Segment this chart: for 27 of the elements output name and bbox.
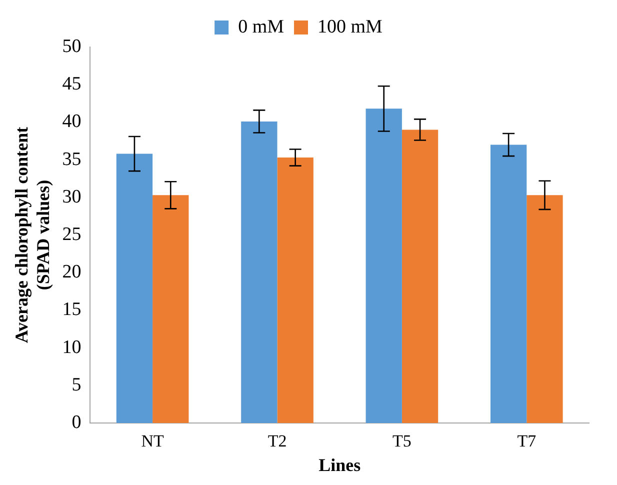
y-tick-label: 50: [62, 36, 82, 57]
x-tick-label: T7: [517, 432, 537, 451]
x-tick-label: T5: [392, 432, 412, 451]
y-tick-label: 35: [62, 148, 82, 170]
y-tick-label: 30: [62, 186, 82, 208]
legend-label: 100 mM: [318, 16, 383, 38]
x-axis-title: Lines: [318, 454, 361, 475]
bar: [490, 144, 527, 423]
bar: [402, 130, 438, 423]
x-tick-label: T2: [268, 432, 287, 451]
bar: [366, 108, 402, 423]
legend-label: 0 mM: [238, 16, 284, 38]
y-axis-title: Average chlorophyll content (SPAD values): [11, 126, 54, 344]
x-tick-label: NT: [141, 432, 164, 451]
y-tick-label: 0: [72, 412, 82, 433]
y-tick-label: 10: [62, 336, 82, 358]
y-tick-label: 15: [62, 299, 82, 320]
bar: [241, 121, 278, 423]
bar: [526, 195, 563, 423]
bar: [277, 158, 314, 423]
bar: [152, 195, 189, 423]
y-tick-label: 40: [62, 111, 82, 132]
y-tick-label: 45: [62, 74, 82, 95]
y-tick-label: 5: [72, 374, 82, 396]
y-tick-label: 20: [62, 262, 82, 283]
bar: [116, 154, 153, 423]
y-tick-label: 25: [62, 224, 82, 245]
